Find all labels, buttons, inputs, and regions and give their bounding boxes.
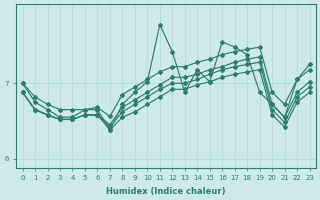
X-axis label: Humidex (Indice chaleur): Humidex (Indice chaleur) (106, 187, 226, 196)
